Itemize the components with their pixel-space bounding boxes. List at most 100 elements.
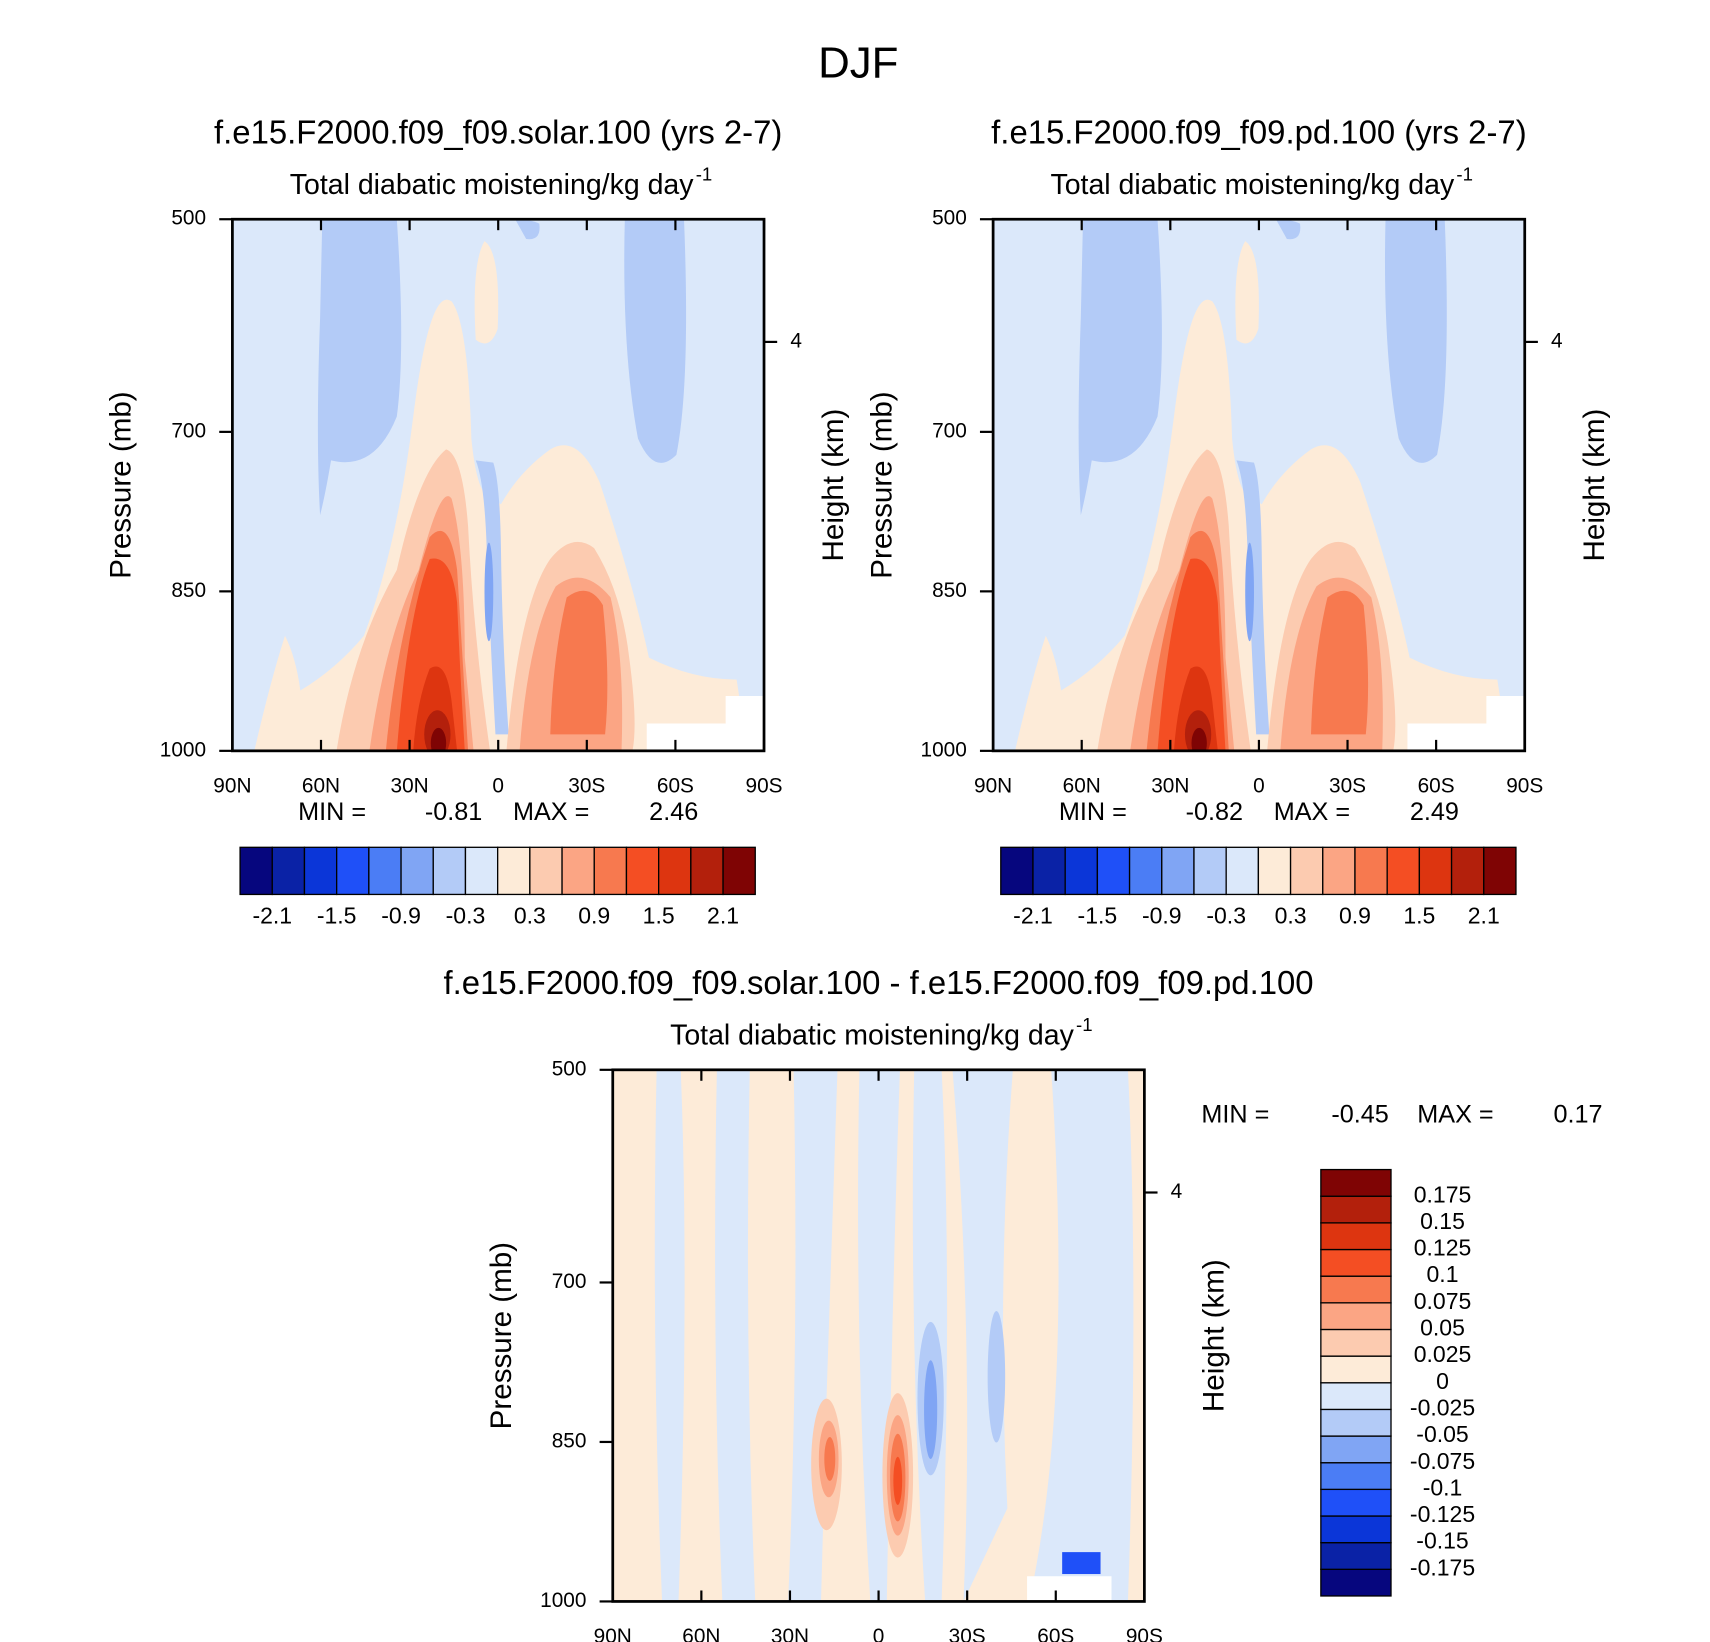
- y-tick-label: 1000: [920, 738, 966, 761]
- colorbar-label: -0.1: [1423, 1474, 1463, 1500]
- contour-field: [993, 219, 1525, 751]
- y-tick-label: 500: [932, 207, 967, 230]
- y-axis-label: Pressure (mb): [485, 1242, 518, 1429]
- colorbar-box: [1257, 846, 1292, 896]
- chart-title: f.e15.F2000.f09_f09.pd.100 (yrs 2-7): [991, 114, 1526, 151]
- colorbar-box: [303, 846, 338, 896]
- x-tick-label: 60S: [657, 775, 694, 798]
- x-tick-label: 0: [492, 775, 504, 798]
- colorbar-label: 0.075: [1414, 1288, 1472, 1314]
- colorbar-box: [1320, 1355, 1392, 1384]
- colorbar-box: [561, 846, 595, 896]
- x-tick-label: 30N: [771, 1625, 809, 1642]
- colorbar-label: -0.175: [1410, 1554, 1475, 1580]
- contour-field: [232, 219, 765, 751]
- colorbar-label: -1.5: [1078, 903, 1118, 929]
- colorbar-box: [1320, 1302, 1392, 1331]
- chart-subtitle: Total diabatic moistening/kg day: [670, 1019, 1075, 1051]
- x-tick-label: 60S: [1037, 1625, 1074, 1642]
- colorbar-box: [690, 846, 724, 896]
- y-tick-label: 850: [932, 579, 967, 602]
- min-label: MIN =: [1201, 1101, 1269, 1129]
- colorbar-box: [368, 846, 402, 896]
- max-label: MAX =: [513, 798, 589, 826]
- colorbar-box: [464, 846, 499, 896]
- min-value: -0.82: [1186, 798, 1243, 826]
- colorbar-box: [1320, 1488, 1392, 1517]
- colorbar-box: [722, 846, 756, 896]
- chart-title: f.e15.F2000.f09_f09.solar.100 (yrs 2-7): [214, 114, 782, 151]
- x-tick-label: 60N: [302, 775, 340, 798]
- y-tick-label: 1000: [160, 738, 206, 761]
- colorbar-box: [593, 846, 628, 896]
- chart-subtitle: Total diabatic moistening/kg day: [1050, 169, 1455, 201]
- x-tick-label: 60N: [682, 1625, 720, 1642]
- x-tick-label: 90N: [974, 775, 1012, 798]
- colorbar-label: 0.05: [1420, 1315, 1465, 1341]
- y-tick-label: 850: [171, 579, 206, 602]
- colorbar-box: [336, 846, 370, 896]
- colorbar-label: -0.3: [446, 903, 486, 929]
- colorbar-label: 0.1: [1427, 1261, 1459, 1287]
- colorbar-box: [1064, 846, 1099, 896]
- colorbar-box: [529, 846, 563, 896]
- colorbar-label: 1.5: [643, 903, 675, 929]
- colorbar-box: [400, 846, 434, 896]
- colorbar-label: 2.1: [707, 903, 739, 929]
- colorbar-box: [1322, 846, 1356, 896]
- colorbar-box: [1483, 846, 1517, 896]
- colorbar-box: [1320, 1435, 1392, 1464]
- colorbar-label: -0.15: [1416, 1528, 1468, 1554]
- colorbar-label: -0.125: [1410, 1501, 1475, 1527]
- x-tick-label: 30N: [1151, 775, 1189, 798]
- y-tick-label: 700: [552, 1270, 587, 1293]
- colorbar-box: [1320, 1382, 1392, 1411]
- x-tick-label: 30N: [391, 775, 429, 798]
- subtitle-superscript: -1: [1456, 163, 1473, 184]
- x-tick-label: 90S: [1126, 1625, 1163, 1642]
- colorbar-box: [1032, 846, 1066, 896]
- colorbar-label: -0.9: [381, 903, 421, 929]
- colorbar-label: 1.5: [1403, 903, 1435, 929]
- colorbar-box: [1320, 1248, 1392, 1277]
- x-tick-label: 30S: [568, 775, 605, 798]
- x-tick-label: 90N: [594, 1625, 632, 1642]
- x-tick-label: 30S: [949, 1625, 986, 1642]
- colorbar-box: [1289, 846, 1324, 896]
- colorbar-label: 2.1: [1468, 903, 1500, 929]
- max-value: 2.49: [1410, 798, 1459, 826]
- colorbar-label: -0.9: [1142, 903, 1182, 929]
- colorbar-label: -2.1: [252, 903, 292, 929]
- y2-tick-label: 4: [1171, 1180, 1183, 1203]
- min-label: MIN =: [1059, 798, 1127, 826]
- colorbar-label: -0.025: [1410, 1394, 1475, 1420]
- max-value: 0.17: [1553, 1101, 1602, 1129]
- colorbar-box: [625, 846, 660, 896]
- colorbar-label: -0.3: [1206, 903, 1246, 929]
- colorbar-box: [432, 846, 467, 896]
- y-axis-label: Pressure (mb): [105, 391, 138, 578]
- colorbar-box: [1450, 846, 1485, 896]
- colorbar-box: [1193, 846, 1227, 896]
- chart-title: f.e15.F2000.f09_f09.solar.100 - f.e15.F2…: [444, 964, 1314, 1001]
- min-value: -0.81: [425, 798, 482, 826]
- colorbar-box: [1418, 846, 1453, 896]
- y-tick-label: 850: [552, 1429, 587, 1452]
- y-tick-label: 1000: [540, 1589, 586, 1612]
- x-tick-label: 60N: [1063, 775, 1101, 798]
- subtitle-superscript: -1: [696, 163, 713, 184]
- colorbar-box: [1320, 1195, 1392, 1224]
- y2-axis-label: Height (km): [1578, 409, 1611, 562]
- colorbar-label: 0.175: [1414, 1181, 1472, 1207]
- y2-tick-label: 4: [790, 329, 802, 352]
- colorbar-box: [1320, 1275, 1392, 1304]
- colorbar-box: [271, 846, 306, 896]
- colorbar-box: [657, 846, 692, 896]
- colorbar-box: [1320, 1222, 1392, 1251]
- colorbar-label: -2.1: [1013, 903, 1053, 929]
- colorbar-label: -0.05: [1416, 1421, 1468, 1447]
- colorbar-box: [1161, 846, 1195, 896]
- colorbar-box: [1096, 846, 1131, 896]
- subtitle-superscript: -1: [1076, 1014, 1093, 1035]
